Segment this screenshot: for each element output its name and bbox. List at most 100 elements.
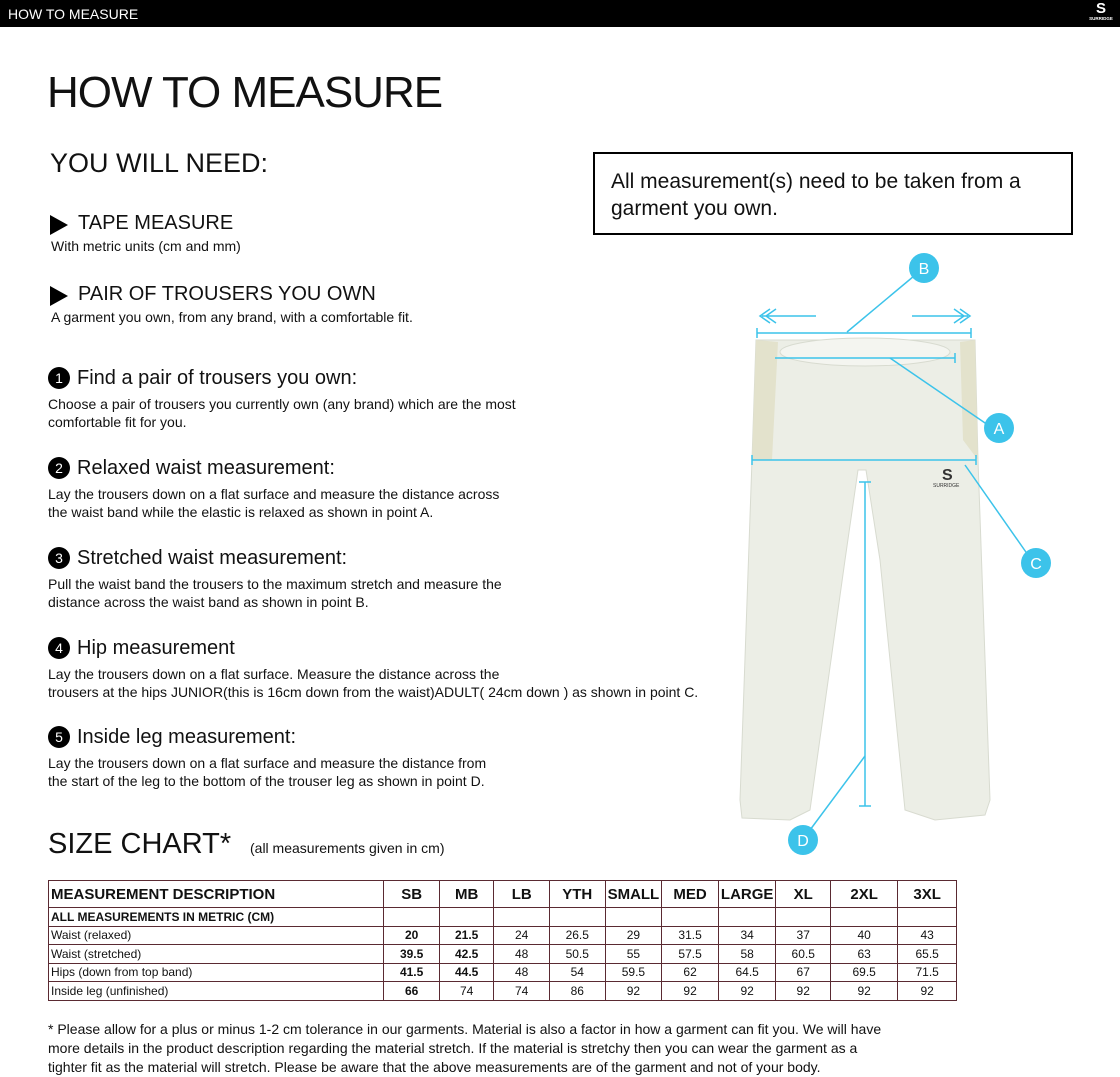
- table-cell: 26.5: [548, 925, 606, 945]
- label-c-badge: C: [1021, 548, 1051, 578]
- label-d-badge: D: [788, 825, 818, 855]
- table-cell: 86: [548, 981, 606, 1001]
- step-number-icon: 4: [48, 637, 70, 659]
- table-cell: Inside leg (unfinished): [47, 981, 385, 1001]
- table-cell: ALL MEASUREMENTS IN METRIC (CM): [47, 907, 385, 927]
- table-row: Inside leg (unfinished) 66 74 74 86 92 92 92 92 9…: [47, 981, 957, 1001]
- table-cell: 60.5: [775, 944, 831, 964]
- column-header: 2XL: [829, 880, 899, 908]
- table-cell: [493, 907, 550, 927]
- table-subheader-row: ALL MEASUREMENTS IN METRIC (CM): [47, 907, 957, 927]
- table-cell: [775, 907, 831, 927]
- table-cell: 34: [717, 925, 777, 945]
- table-cell: 74: [438, 981, 495, 1001]
- step-desc-line1: Lay the trousers down on a flat surface …: [48, 755, 487, 771]
- table-cell: 67: [775, 962, 831, 982]
- column-header: MED: [661, 880, 719, 908]
- table-cell: 44.5: [438, 962, 495, 982]
- table-cell: Waist (relaxed): [47, 925, 385, 945]
- label-a-badge: A: [984, 413, 1014, 443]
- table-cell: 92: [604, 981, 663, 1001]
- step-title: Inside leg measurement:: [77, 726, 297, 748]
- table-cell: 48: [493, 962, 550, 982]
- play-arrow-icon: [50, 286, 68, 306]
- table-cell: 43: [897, 925, 957, 945]
- table-cell: 92: [661, 981, 719, 1001]
- table-cell: 59.5: [604, 962, 663, 982]
- column-header: 3XL: [897, 880, 957, 908]
- leader-d: [809, 755, 866, 831]
- table-cell: Hips (down from top band): [47, 962, 385, 982]
- arrow-right-icon: [912, 308, 972, 324]
- top-bar: HOW TO MEASURE S SURRIDGE: [0, 0, 1120, 27]
- svg-text:S: S: [942, 467, 953, 484]
- table-cell: 92: [897, 981, 957, 1001]
- step-title: Stretched waist measurement:: [77, 547, 348, 569]
- label-b-badge: B: [909, 253, 939, 283]
- step-desc-line2: the start of the leg to the bottom of th…: [48, 773, 485, 789]
- table-row: Waist (relaxed) 20 21.5 24 26.5 29 31.5 34 37 40 4…: [47, 925, 957, 945]
- step-number-icon: 5: [48, 726, 70, 748]
- size-chart-note: (all measurements given in cm): [250, 840, 445, 856]
- table-cell: 42.5: [438, 944, 495, 964]
- table-cell: 92: [829, 981, 899, 1001]
- svg-text:SURRIDGE: SURRIDGE: [933, 483, 960, 489]
- table-cell: [604, 907, 663, 927]
- step-desc-line2: trousers at the hips JUNIOR(this is 16cm…: [48, 684, 699, 700]
- footnote: * Please allow for a plus or minus 1-2 c…: [48, 1021, 882, 1075]
- step-desc-line1: Pull the waist band the trousers to the …: [48, 576, 502, 592]
- step-desc-line2: the waist band while the elastic is rela…: [48, 504, 434, 520]
- table-cell: 29: [604, 925, 663, 945]
- step-number-icon: 2: [48, 457, 70, 479]
- table-cell: Waist (stretched): [47, 944, 385, 964]
- table-cell: 66: [383, 981, 440, 1001]
- size-chart-table: MEASUREMENT DESCRIPTION SB MB LB YTH SMALL MED…: [47, 880, 957, 1001]
- table-cell: 65.5: [897, 944, 957, 964]
- measure-line-b: [756, 328, 972, 338]
- step-desc-line1: Choose a pair of trousers you currently …: [48, 396, 516, 412]
- play-arrow-icon: [50, 215, 68, 235]
- column-header: LB: [493, 880, 550, 908]
- table-cell: 57.5: [661, 944, 719, 964]
- table-cell: 31.5: [661, 925, 719, 945]
- step-title: Find a pair of trousers you own:: [77, 367, 358, 389]
- size-chart-title: SIZE CHART*: [48, 828, 232, 860]
- table-cell: 71.5: [897, 962, 957, 982]
- table-cell: [438, 907, 495, 927]
- step-number-icon: 3: [48, 547, 70, 569]
- need-item-title: TAPE MEASURE: [78, 212, 234, 234]
- step-desc-line1: Lay the trousers down on a flat surface.…: [48, 666, 500, 682]
- leader-a: [889, 357, 989, 426]
- table-cell: 55: [604, 944, 663, 964]
- step-desc-line2: distance across the waist band as shown …: [48, 594, 369, 610]
- table-cell: 92: [775, 981, 831, 1001]
- table-row: Waist (stretched) 39.5 42.5 48 50.5 55 57.5 58 6…: [47, 944, 957, 964]
- table-cell: [897, 907, 957, 927]
- table-cell: 63: [829, 944, 899, 964]
- label-c: C: [1030, 556, 1042, 573]
- table-cell: [717, 907, 777, 927]
- need-item-title: PAIR OF TROUSERS YOU OWN: [78, 283, 376, 305]
- table-cell: 50.5: [548, 944, 606, 964]
- column-header: LARGE: [717, 880, 777, 908]
- label-d: D: [797, 833, 809, 850]
- table-cell: 21.5: [438, 925, 495, 945]
- notice-box: All measurement(s) need to be taken from…: [593, 152, 1073, 235]
- need-item-desc: A garment you own, from any brand, with …: [51, 309, 413, 325]
- table-cell: [548, 907, 606, 927]
- you-will-need-heading: YOU WILL NEED:: [50, 148, 269, 178]
- step-number-icon: 1: [48, 367, 70, 389]
- column-header: YTH: [548, 880, 606, 908]
- leader-b: [846, 275, 915, 333]
- table-cell: 20: [383, 925, 440, 945]
- table-cell: 92: [717, 981, 777, 1001]
- table-cell: 62: [661, 962, 719, 982]
- surridge-logo: S SURRIDGE: [1089, 0, 1113, 21]
- table-cell: 48: [493, 944, 550, 964]
- step-title: Hip measurement: [77, 637, 235, 659]
- step-title: Relaxed waist measurement:: [77, 457, 335, 479]
- table-cell: 58: [717, 944, 777, 964]
- table-cell: [383, 907, 440, 927]
